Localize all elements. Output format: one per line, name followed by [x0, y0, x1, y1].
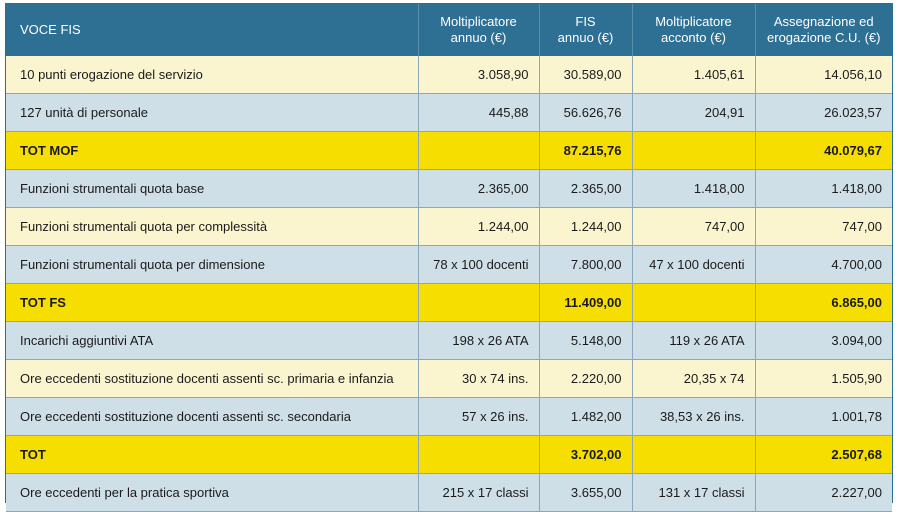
- cell-voce: Incarichi aggiuntivi ATA: [6, 321, 419, 360]
- header-moltiplicatore-acconto: Moltiplicatore acconto (€): [632, 4, 756, 56]
- cell-fis-annuo: 30.589,00: [538, 56, 633, 94]
- header-line: acconto (€): [660, 30, 727, 45]
- cell-voce: TOT FS: [6, 283, 419, 322]
- cell-fis-annuo: 1.244,00: [538, 207, 633, 246]
- header-assegnazione-erogazione: Assegnazione ed erogazione C.U. (€): [755, 4, 892, 56]
- cell-fis-annuo: 2.220,00: [538, 359, 633, 398]
- cell-fis-annuo: 2.365,00: [538, 169, 633, 208]
- cell-voce: Ore eccedenti sostituzione docenti assen…: [6, 359, 419, 398]
- table-row: Incarichi aggiuntivi ATA 198 x 26 ATA 5.14…: [6, 321, 892, 360]
- cell-fis-annuo: 5.148,00: [538, 321, 633, 360]
- cell-moltiplicatore-acconto: [631, 435, 756, 474]
- cell-assegnazione: 40.079,67: [754, 131, 892, 170]
- header-fis-annuo: FIS annuo (€): [539, 4, 633, 56]
- cell-fis-annuo: 3.655,00: [538, 473, 633, 512]
- cell-moltiplicatore-acconto: 1.405,61: [631, 56, 756, 94]
- cell-fis-annuo: 11.409,00: [538, 283, 633, 322]
- cell-voce: 127 unità di personale: [6, 93, 419, 132]
- cell-assegnazione: 2.507,68: [754, 435, 892, 474]
- cell-moltiplicatore-annuo: [417, 283, 540, 322]
- cell-assegnazione: 1.418,00: [754, 169, 892, 208]
- cell-moltiplicatore-annuo: 3.058,90: [417, 56, 540, 94]
- table-row: 127 unità di personale 445,88 56.626,76 204…: [6, 93, 892, 132]
- header-line: FIS: [575, 14, 596, 29]
- cell-moltiplicatore-annuo: 2.365,00: [417, 169, 540, 208]
- cell-moltiplicatore-annuo: 30 x 74 ins.: [417, 359, 540, 398]
- cell-assegnazione: 4.700,00: [754, 245, 892, 284]
- total-row: TOT MOF 87.215,76 40.079,67: [6, 131, 892, 170]
- cell-moltiplicatore-acconto: [631, 283, 756, 322]
- cell-voce: Funzioni strumentali quota base: [6, 169, 419, 208]
- cell-assegnazione: 747,00: [754, 207, 892, 246]
- cell-voce: TOT MOF: [6, 131, 419, 170]
- cell-moltiplicatore-annuo: 198 x 26 ATA: [417, 321, 540, 360]
- cell-moltiplicatore-annuo: [417, 435, 540, 474]
- cell-moltiplicatore-acconto: 47 x 100 docenti: [631, 245, 756, 284]
- header-line: annuo (€): [450, 30, 507, 45]
- cell-voce: Ore eccedenti per la pratica sportiva: [6, 473, 419, 512]
- cell-moltiplicatore-annuo: 445,88: [417, 93, 540, 132]
- cell-moltiplicatore-annuo: 78 x 100 docenti: [417, 245, 540, 284]
- table-body: 10 punti erogazione del servizio 3.058,90…: [6, 56, 892, 512]
- cell-moltiplicatore-acconto: 204,91: [631, 93, 756, 132]
- cell-assegnazione: 2.227,00: [754, 473, 892, 512]
- cell-moltiplicatore-acconto: 38,53 x 26 ins.: [631, 397, 756, 436]
- header-line: Assegnazione ed: [773, 14, 874, 29]
- table-row: Ore eccedenti sostituzione docenti assen…: [6, 359, 892, 398]
- cell-voce: 10 punti erogazione del servizio: [6, 56, 419, 94]
- cell-fis-annuo: 7.800,00: [538, 245, 633, 284]
- cell-fis-annuo: 87.215,76: [538, 131, 633, 170]
- cell-assegnazione: 1.001,78: [754, 397, 892, 436]
- cell-fis-annuo: 56.626,76: [538, 93, 633, 132]
- cell-moltiplicatore-acconto: 747,00: [631, 207, 756, 246]
- table-row: 10 punti erogazione del servizio 3.058,90…: [6, 56, 892, 94]
- cell-moltiplicatore-annuo: 57 x 26 ins.: [417, 397, 540, 436]
- cell-moltiplicatore-acconto: 1.418,00: [631, 169, 756, 208]
- table-header-row: VOCE FIS Moltiplicatore annuo (€) FIS an…: [6, 4, 892, 56]
- cell-assegnazione: 3.094,00: [754, 321, 892, 360]
- cell-assegnazione: 14.056,10: [754, 56, 892, 94]
- table-row: Ore eccedenti sostituzione docenti assen…: [6, 397, 892, 436]
- table-row: Funzioni strumentali quota base 2.365,00 2…: [6, 169, 892, 208]
- cell-voce: Funzioni strumentali quota per dimension…: [6, 245, 419, 284]
- header-line: erogazione C.U. (€): [767, 30, 881, 45]
- table-row: Funzioni strumentali quota per dimension…: [6, 245, 892, 284]
- header-moltiplicatore-annuo: Moltiplicatore annuo (€): [418, 4, 540, 56]
- table-row: Ore eccedenti per la pratica sportiva 215…: [6, 473, 892, 512]
- cell-moltiplicatore-annuo: 1.244,00: [417, 207, 540, 246]
- total-row: TOT 3.702,00 2.507,68: [6, 435, 892, 474]
- total-row: TOT FS 11.409,00 6.865,00: [6, 283, 892, 322]
- header-voce-fis: VOCE FIS: [6, 4, 419, 56]
- fis-table: VOCE FIS Moltiplicatore annuo (€) FIS an…: [6, 4, 892, 512]
- header-line: Moltiplicatore: [655, 14, 732, 29]
- cell-moltiplicatore-acconto: 119 x 26 ATA: [631, 321, 756, 360]
- cell-moltiplicatore-annuo: [417, 131, 540, 170]
- cell-assegnazione: 6.865,00: [754, 283, 892, 322]
- cell-fis-annuo: 3.702,00: [538, 435, 633, 474]
- cell-moltiplicatore-acconto: 20,35 x 74: [631, 359, 756, 398]
- cell-assegnazione: 1.505,90: [754, 359, 892, 398]
- fis-table-frame: VOCE FIS Moltiplicatore annuo (€) FIS an…: [5, 3, 893, 512]
- cell-moltiplicatore-annuo: 215 x 17 classi: [417, 473, 540, 512]
- cell-moltiplicatore-acconto: [631, 131, 756, 170]
- header-line: annuo (€): [557, 30, 614, 45]
- cell-assegnazione: 26.023,57: [754, 93, 892, 132]
- cell-voce: Funzioni strumentali quota per complessi…: [6, 207, 419, 246]
- header-line: Moltiplicatore: [440, 14, 517, 29]
- cell-fis-annuo: 1.482,00: [538, 397, 633, 436]
- cell-voce: Ore eccedenti sostituzione docenti assen…: [6, 397, 419, 436]
- cell-moltiplicatore-acconto: 131 x 17 classi: [631, 473, 756, 512]
- table-row: Funzioni strumentali quota per complessi…: [6, 207, 892, 246]
- cell-voce: TOT: [6, 435, 419, 474]
